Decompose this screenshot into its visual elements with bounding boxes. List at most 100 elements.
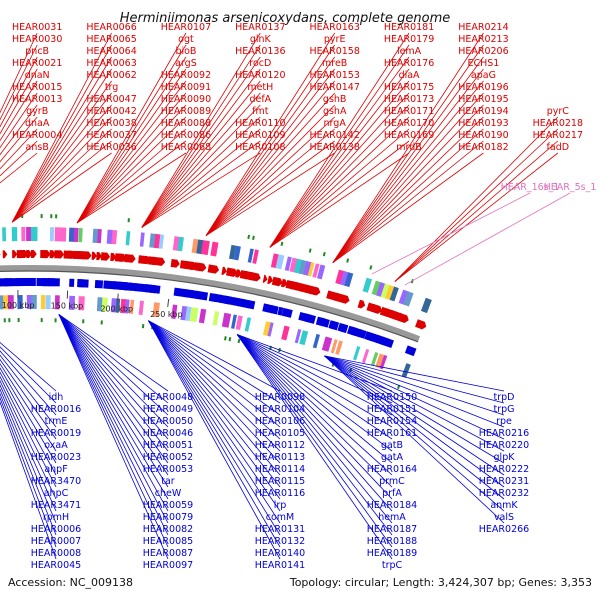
reverse-cog-tile	[31, 295, 37, 310]
forward-cog-tile	[210, 241, 219, 257]
forward-gene-label-connector	[0, 152, 38, 184]
reverse-gene-label: HEAR0150	[367, 392, 417, 403]
reverse-gene-label-connector	[58, 314, 169, 512]
reverse-gene-arrow	[318, 317, 330, 328]
reverse-gene-label: prfA	[382, 488, 402, 499]
reverse-gene-label-connector	[148, 320, 281, 476]
reverse-cog-tile	[231, 314, 237, 329]
forward-gene-label-connector	[141, 92, 261, 228]
forward-gene-arrow	[21, 250, 28, 259]
forward-gene-label-connector	[11, 80, 112, 223]
reverse-cog-tile	[335, 340, 343, 355]
forward-gene-arrow	[280, 278, 288, 288]
forward-cog-tile	[106, 229, 113, 244]
reverse-gene-label: HEAR0016	[31, 404, 81, 415]
forward-gene-label: HEAR0176	[384, 58, 434, 69]
forward-gene-label-connector	[76, 140, 187, 224]
forward-gene-label-connector	[11, 104, 112, 223]
rna-gene-label: HEAR_5s_1	[544, 182, 597, 193]
reverse-gene-label: HEAR0104	[255, 404, 305, 415]
reverse-gene-label: HEAR0140	[255, 548, 305, 559]
reverse-gene-label-connector	[148, 320, 281, 404]
reverse-gene-label: HEAR0045	[31, 560, 81, 571]
reverse-cog-tile	[78, 296, 85, 311]
reverse-gene-label-connector	[324, 355, 505, 512]
forward-rna-mark	[308, 248, 312, 253]
forward-cog-tile	[371, 280, 382, 296]
forward-gene-label: HEAR0015	[12, 82, 62, 93]
reverse-gene-arrow	[173, 287, 180, 297]
forward-gene-arrow	[44, 250, 51, 259]
reverse-gene-label-connector	[324, 355, 505, 428]
reverse-gene-label: HEAR0082	[143, 524, 193, 535]
forward-gene-label: HEAR0089	[161, 106, 211, 117]
reverse-gene-label-connector	[148, 320, 281, 524]
reverse-gene-label: HEAR0087	[143, 548, 193, 559]
forward-gene-arrow	[198, 262, 207, 272]
reverse-gene-label: comM	[266, 512, 295, 523]
reverse-gene-label: trpG	[493, 404, 514, 415]
reverse-gene-label: gatB	[381, 440, 403, 451]
reverse-gene-label-connector	[236, 334, 393, 464]
forward-gene-label-connector	[12, 152, 112, 223]
forward-gene-label: lemA	[397, 46, 422, 57]
forward-gene-label: HEAR0065	[86, 34, 136, 45]
reverse-gene-label-connector	[324, 355, 505, 488]
forward-gene-label-connector	[205, 44, 336, 236]
reverse-gene-label-connector	[58, 314, 169, 416]
reverse-gene-arrow	[357, 329, 367, 339]
forward-gene-label-connector	[332, 32, 484, 263]
reverse-gene-label-connector	[324, 355, 505, 404]
forward-gene-label: HEAR0214	[458, 22, 508, 33]
reverse-gene-label: HEAR0085	[143, 536, 193, 547]
forward-rna-mark	[280, 241, 284, 247]
forward-gene-arrow	[235, 269, 242, 278]
forward-gene-label: HEAR0217	[533, 130, 583, 141]
forward-cog-tile	[97, 229, 102, 244]
forward-cog-tile	[252, 249, 259, 264]
reverse-cog-tile	[262, 321, 272, 337]
reverse-gene-label-connector	[0, 392, 57, 536]
forward-gene-label: HEAR0091	[161, 82, 211, 93]
forward-cog-tile	[339, 270, 350, 287]
reverse-gene-label: HEAR0052	[143, 452, 193, 463]
reverse-gene-arrow	[281, 307, 293, 318]
forward-gene-label-connector	[205, 116, 335, 236]
forward-cog-tile	[92, 228, 99, 244]
reverse-gene-label-connector	[148, 320, 281, 560]
forward-cog-tile	[49, 227, 54, 242]
reverse-gene-label-connector	[0, 388, 57, 524]
genome-backbone	[0, 265, 421, 342]
reverse-gene-label-connector	[58, 314, 169, 392]
reverse-cog-tile	[96, 297, 103, 312]
forward-gene-arrow	[138, 255, 151, 265]
reverse-cog-tile	[17, 295, 23, 310]
reverse-cog-tile	[138, 300, 144, 315]
forward-cog-tile	[275, 254, 285, 270]
reverse-gene-label-connector	[0, 401, 57, 560]
reverse-gene-label-connector	[58, 314, 169, 440]
forward-rna-mark	[247, 234, 251, 240]
forward-gene-label-connector	[76, 92, 187, 224]
forward-gene-label: HEAR0194	[458, 106, 508, 117]
forward-rna-mark	[369, 265, 373, 270]
reverse-gene-label: tar	[161, 476, 175, 487]
reverse-gene-label: HEAR0216	[479, 428, 529, 439]
forward-gene-label: HEAR0109	[235, 130, 285, 141]
forward-gene-label-connector	[205, 92, 335, 236]
forward-gene-label: HEAR0063	[86, 58, 136, 69]
reverse-gene-label: HEAR0106	[255, 416, 305, 427]
forward-cog-tile	[344, 272, 354, 288]
forward-gene-label: HEAR0030	[12, 34, 62, 45]
forward-gene-label-connector	[205, 32, 336, 236]
reverse-cog-tile	[115, 298, 121, 313]
forward-gene-label: HEAR0137	[235, 22, 285, 33]
reverse-gene-label: HEAR0112	[255, 440, 305, 451]
reverse-gene-label-connector	[236, 334, 393, 488]
forward-gene-arrow	[82, 251, 92, 260]
forward-cog-tile	[362, 277, 373, 293]
forward-gene-label-connector	[0, 128, 38, 170]
reverse-cog-tile	[244, 317, 252, 332]
forward-gene-label-connector	[76, 44, 187, 224]
